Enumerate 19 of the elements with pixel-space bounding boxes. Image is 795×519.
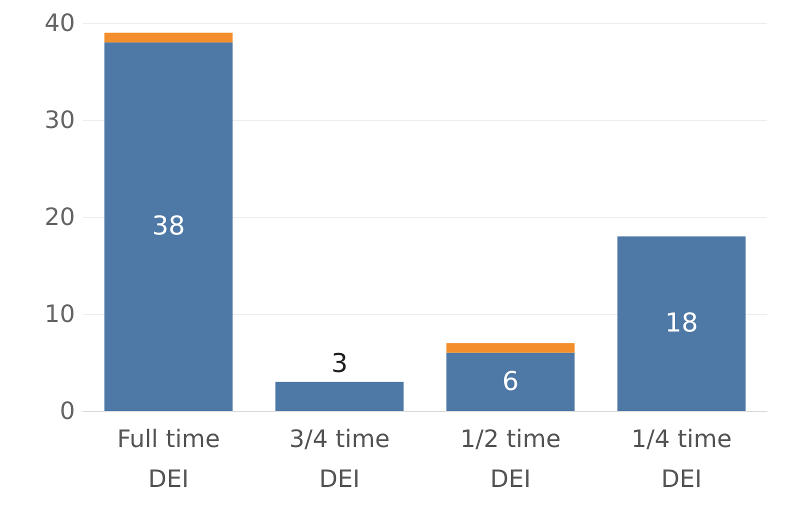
- data-label: 6: [502, 366, 519, 397]
- x-tick-label: Full time DEI: [117, 425, 220, 493]
- x-tick-label: 1/2 time DEI: [460, 425, 561, 493]
- bar: [446, 343, 575, 353]
- y-tick-label: 10: [44, 300, 75, 328]
- x-tick-label: 3/4 time DEI: [289, 425, 390, 493]
- y-tick-label: 20: [44, 203, 75, 231]
- data-label: 38: [152, 212, 186, 242]
- y-tick-label: 30: [44, 106, 75, 134]
- y-tick-label: 40: [44, 9, 75, 37]
- x-tick-label: 1/4 time DEI: [631, 425, 732, 493]
- bar: [617, 236, 746, 411]
- y-tick-label: 0: [60, 397, 75, 425]
- bar: [104, 42, 233, 411]
- data-label: 3: [331, 348, 348, 379]
- bar: [275, 382, 404, 411]
- bar: [104, 32, 233, 42]
- bar: [446, 352, 575, 411]
- data-label: 18: [664, 308, 698, 339]
